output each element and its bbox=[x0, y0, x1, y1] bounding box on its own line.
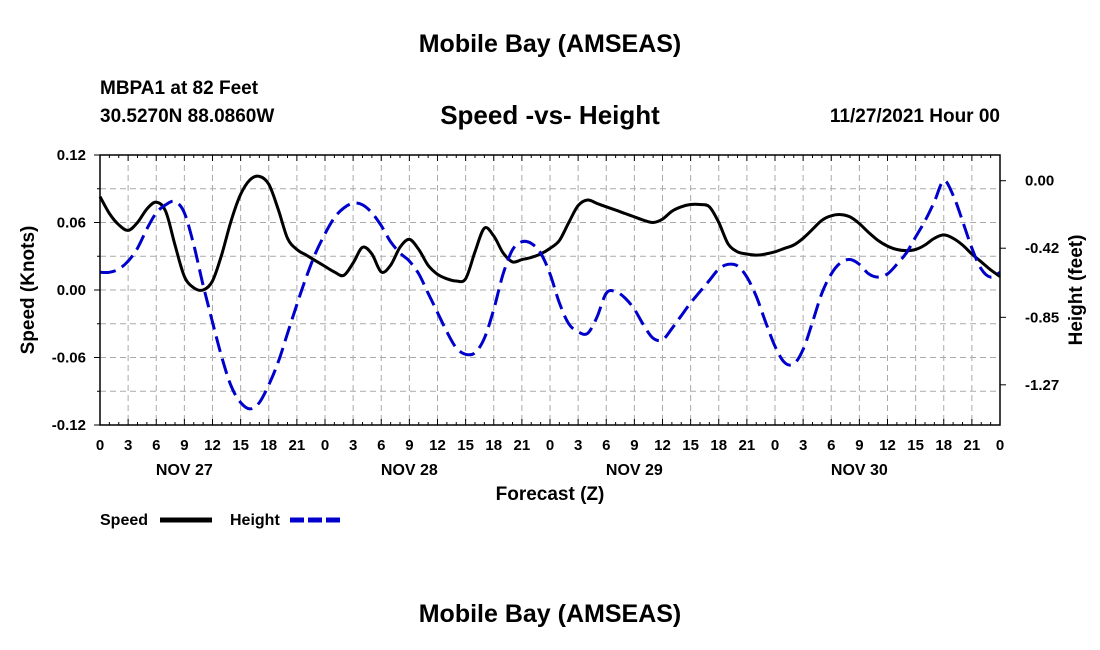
ticks bbox=[94, 154, 1006, 426]
legend-height-label: Height bbox=[230, 512, 280, 529]
y-right-tick-label: -1.27 bbox=[1025, 377, 1059, 394]
x-tick-label: 6 bbox=[602, 437, 610, 454]
axis-labels: 0 3 6 9 12 15 18 21 0 3 6 9 12 15 18 21 0 3 6 9 12 15 18 21 0 3 6 9… bbox=[18, 147, 1087, 505]
bottom-title: Mobile Bay (AMSEAS) bbox=[418, 600, 682, 628]
y-left-tick-label: -0.12 bbox=[52, 417, 86, 434]
x-tick-label: 6 bbox=[827, 437, 835, 454]
x-tick-label: 9 bbox=[180, 437, 188, 454]
x-tick-label: 9 bbox=[630, 437, 638, 454]
legend: Speed Height bbox=[100, 512, 342, 529]
day-label: NOV 27 bbox=[156, 462, 213, 479]
y-right-tick-label: -0.85 bbox=[1025, 309, 1059, 326]
height-series-line bbox=[99, 179, 1001, 411]
series bbox=[98, 174, 1001, 411]
x-tick-label: 3 bbox=[574, 437, 582, 454]
y-right-axis-title: Height (feet) bbox=[1066, 235, 1087, 346]
x-tick-label: 15 bbox=[457, 437, 474, 454]
x-tick-label: 0 bbox=[546, 437, 554, 454]
x-tick-label: 9 bbox=[405, 437, 413, 454]
x-tick-label: 18 bbox=[260, 437, 277, 454]
x-tick-label: 21 bbox=[964, 437, 981, 454]
day-label: NOV 29 bbox=[606, 462, 663, 479]
x-axis-title: Forecast (Z) bbox=[496, 484, 605, 505]
y-left-tick-label: 0.00 bbox=[57, 282, 86, 299]
y-right-tick-label: 0.00 bbox=[1025, 173, 1054, 190]
y-right-tick-label: -0.42 bbox=[1025, 240, 1059, 257]
grid bbox=[100, 155, 1000, 425]
x-tick-label: 12 bbox=[654, 437, 671, 454]
x-tick-label: 18 bbox=[935, 437, 952, 454]
y-left-tick-label: 0.06 bbox=[57, 215, 86, 232]
y-left-tick-label: -0.06 bbox=[52, 350, 86, 367]
x-tick-label: 0 bbox=[996, 437, 1004, 454]
x-tick-label: 15 bbox=[232, 437, 249, 454]
y-left-axis-title: Speed (Knots) bbox=[18, 226, 39, 355]
x-tick-label: 21 bbox=[289, 437, 306, 454]
x-tick-label: 15 bbox=[682, 437, 699, 454]
chart-title: Speed -vs- Height bbox=[440, 100, 660, 130]
x-tick-label: 12 bbox=[204, 437, 221, 454]
x-tick-label: 12 bbox=[429, 437, 446, 454]
coordinates-label: 30.5270N 88.0860W bbox=[100, 106, 275, 127]
x-tick-label: 18 bbox=[485, 437, 502, 454]
y-left-tick-label: 0.12 bbox=[57, 147, 86, 164]
x-tick-label: 18 bbox=[710, 437, 727, 454]
x-tick-label: 3 bbox=[799, 437, 807, 454]
x-tick-label: 9 bbox=[855, 437, 863, 454]
x-tick-label: 6 bbox=[377, 437, 385, 454]
x-tick-label: 21 bbox=[739, 437, 756, 454]
x-tick-label: 6 bbox=[152, 437, 160, 454]
x-tick-label: 0 bbox=[771, 437, 779, 454]
datetime-label: 11/27/2021 Hour 00 bbox=[829, 106, 1000, 127]
day-label: NOV 30 bbox=[831, 462, 888, 479]
x-tick-label: 3 bbox=[124, 437, 132, 454]
x-tick-label: 12 bbox=[879, 437, 896, 454]
x-tick-label: 3 bbox=[349, 437, 357, 454]
x-tick-label: 0 bbox=[96, 437, 104, 454]
main-title: Mobile Bay (AMSEAS) bbox=[418, 30, 682, 58]
station-label: MBPA1 at 82 Feet bbox=[100, 78, 259, 99]
x-tick-label: 21 bbox=[514, 437, 531, 454]
legend-speed-label: Speed bbox=[100, 512, 148, 529]
day-label: NOV 28 bbox=[381, 462, 438, 479]
x-tick-label: 15 bbox=[907, 437, 924, 454]
speed-series-line bbox=[98, 174, 1001, 292]
x-tick-label: 0 bbox=[321, 437, 329, 454]
